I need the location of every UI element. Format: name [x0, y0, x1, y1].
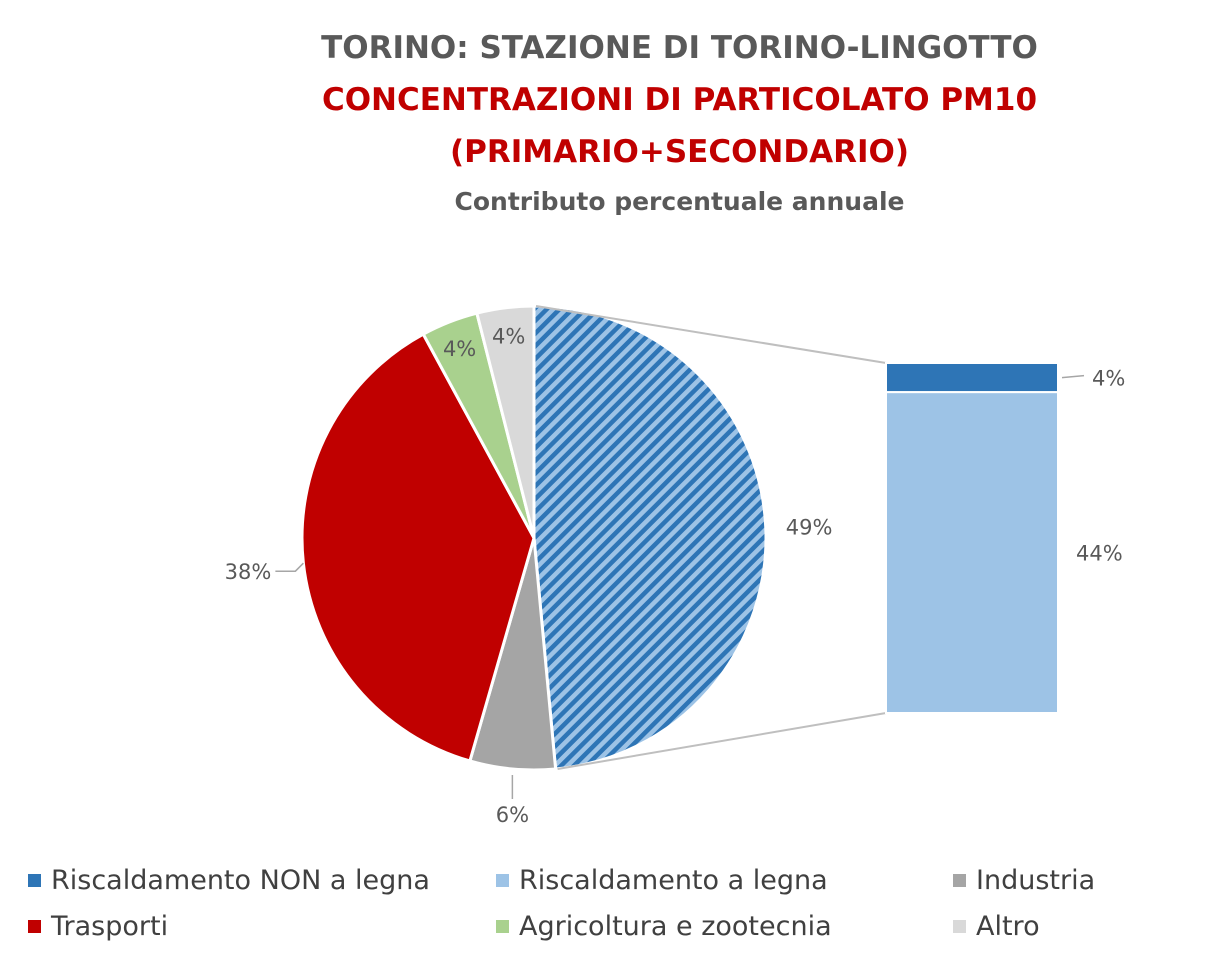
chart-title-line-3: (PRIMARIO+SECONDARIO) [449, 134, 910, 170]
pie-label-riscaldamento: 49% [786, 516, 833, 540]
legend-label: Riscaldamento a legna [519, 864, 828, 896]
chart-title-line-2: CONCENTRAZIONI DI PARTICOLATO PM10 [321, 82, 1038, 118]
bar-label-non-legna: 4% [1092, 367, 1125, 391]
legend-label: Trasporti [51, 910, 169, 942]
pie-label-trasporti: 38% [225, 560, 272, 584]
legend-swatch [953, 919, 966, 933]
connector-group [535, 305, 887, 770]
connector-line-bottom [557, 712, 887, 770]
pie-label-altro: 4% [492, 325, 525, 349]
legend-swatch [28, 873, 41, 887]
legend-item-agricoltura-e-zootecnia: Agricoltura e zootecnia [496, 906, 832, 946]
pie-leader-trasporti [275, 562, 304, 572]
legend-item-riscaldamento-non-a-legna: Riscaldamento NON a legna [28, 860, 430, 900]
legend-item-riscaldamento-a-legna: Riscaldamento a legna [496, 860, 828, 900]
chart-titles: TORINO: STAZIONE DI TORINO-LINGOTTO CONC… [0, 22, 1219, 226]
legend-swatch [953, 873, 966, 887]
bar-segment-riscaldamento-a-legna [885, 391, 1059, 714]
legend-label: Agricoltura e zootecnia [519, 910, 832, 942]
legend-item-altro: Altro [953, 906, 1040, 946]
pie-slice-riscaldamento-aggregato [532, 304, 768, 771]
connector-line-top [535, 305, 887, 364]
data-label-group: 49% 6% 38% 4% 4% 4% 44% [225, 325, 1126, 827]
chart-subtitle: Contributo percentuale annuale [454, 187, 905, 216]
legend-item-industria: Industria [953, 860, 1095, 900]
bar-of-pie-chart: 49% 6% 38% 4% 4% 4% 44% [225, 304, 1126, 827]
legend-swatch [496, 873, 509, 887]
pie-label-industria: 6% [496, 803, 529, 827]
bar-segment-riscaldamento-non-a-legna [885, 362, 1059, 394]
bar-label-legna: 44% [1076, 542, 1123, 566]
pie-label-agricoltura: 4% [443, 337, 476, 361]
pie-slice-altro [475, 304, 536, 539]
pie-group [300, 304, 768, 772]
chart-title-line-1: TORINO: STAZIONE DI TORINO-LINGOTTO [321, 30, 1038, 66]
legend-item-trasporti: Trasporti [28, 906, 168, 946]
legend-label: Riscaldamento NON a legna [51, 864, 430, 896]
bar-group [885, 362, 1059, 714]
legend-label: Industria [976, 864, 1096, 896]
legend-swatch [496, 919, 509, 933]
legend-swatch [28, 919, 41, 933]
pie-slice-trasporti [300, 332, 536, 763]
legend-label: Altro [976, 910, 1040, 942]
bar-leader-non-legna [1061, 374, 1085, 379]
